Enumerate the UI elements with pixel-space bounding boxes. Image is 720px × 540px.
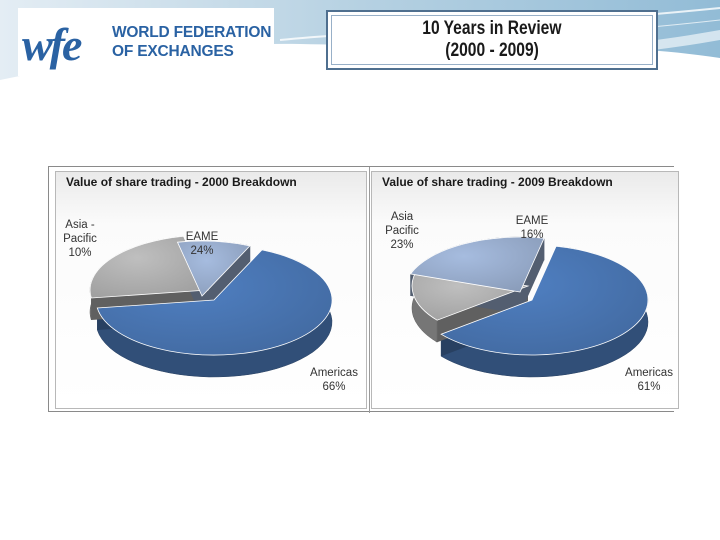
pie-tops	[409, 236, 649, 356]
logo-line-1: WORLD FEDERATION	[112, 24, 272, 41]
chart-panel-2009: Value of share trading - 2009 Breakdown A…	[371, 171, 679, 409]
slice-label-eame: EAME 24%	[186, 231, 219, 257]
title-line-2: (2000 - 2009)	[445, 40, 539, 61]
pie-slice-eame	[89, 235, 209, 299]
pie-slice-americas	[96, 249, 333, 356]
wfe-logo-icon: wfe	[22, 19, 85, 70]
pie-slice-asia-pacific	[409, 236, 545, 293]
pie-chart-2000: Value of share trading - 2000 Breakdown A…	[63, 175, 358, 393]
title-line-1: 10 Years in Review	[422, 18, 562, 39]
pie-slice-asia-pacific	[176, 240, 251, 297]
charts-frame: Value of share trading - 2000 Breakdown A…	[48, 166, 679, 413]
pie-slice-americas	[440, 245, 649, 356]
pie-edge-asia-pacific-1	[520, 238, 545, 314]
chart-title: Value of share trading - 2009 Breakdown	[382, 175, 613, 189]
chart-panel-2000: Value of share trading - 2000 Breakdown A…	[55, 171, 367, 409]
title-box: 10 Years in Review (2000 - 2009)	[326, 10, 658, 70]
slice-label-asia-pacific: Asia -Pacific 10%	[63, 219, 97, 259]
slice-label-americas: Americas 61%	[625, 367, 673, 393]
pie-tops	[89, 235, 333, 356]
slice-label-asia-pacific: Asia Pacific 23%	[385, 211, 419, 251]
logo-line-2: OF EXCHANGES	[112, 43, 234, 60]
chart-divider	[369, 167, 370, 413]
slice-label-americas: Americas 66%	[310, 367, 358, 393]
logo-wordmark: WORLD FEDERATION OF EXCHANGES	[112, 23, 271, 61]
slice-label-eame: EAME 16%	[516, 215, 549, 241]
logo-mark-text: wfe	[22, 19, 82, 70]
title-inner: 10 Years in Review (2000 - 2009)	[331, 15, 653, 65]
logo: wfe WORLD FEDERATION OF EXCHANGES	[18, 8, 274, 76]
pie-chart-2009: Value of share trading - 2009 Breakdown A…	[382, 175, 673, 393]
chart-title: Value of share trading - 2000 Breakdown	[66, 175, 297, 189]
